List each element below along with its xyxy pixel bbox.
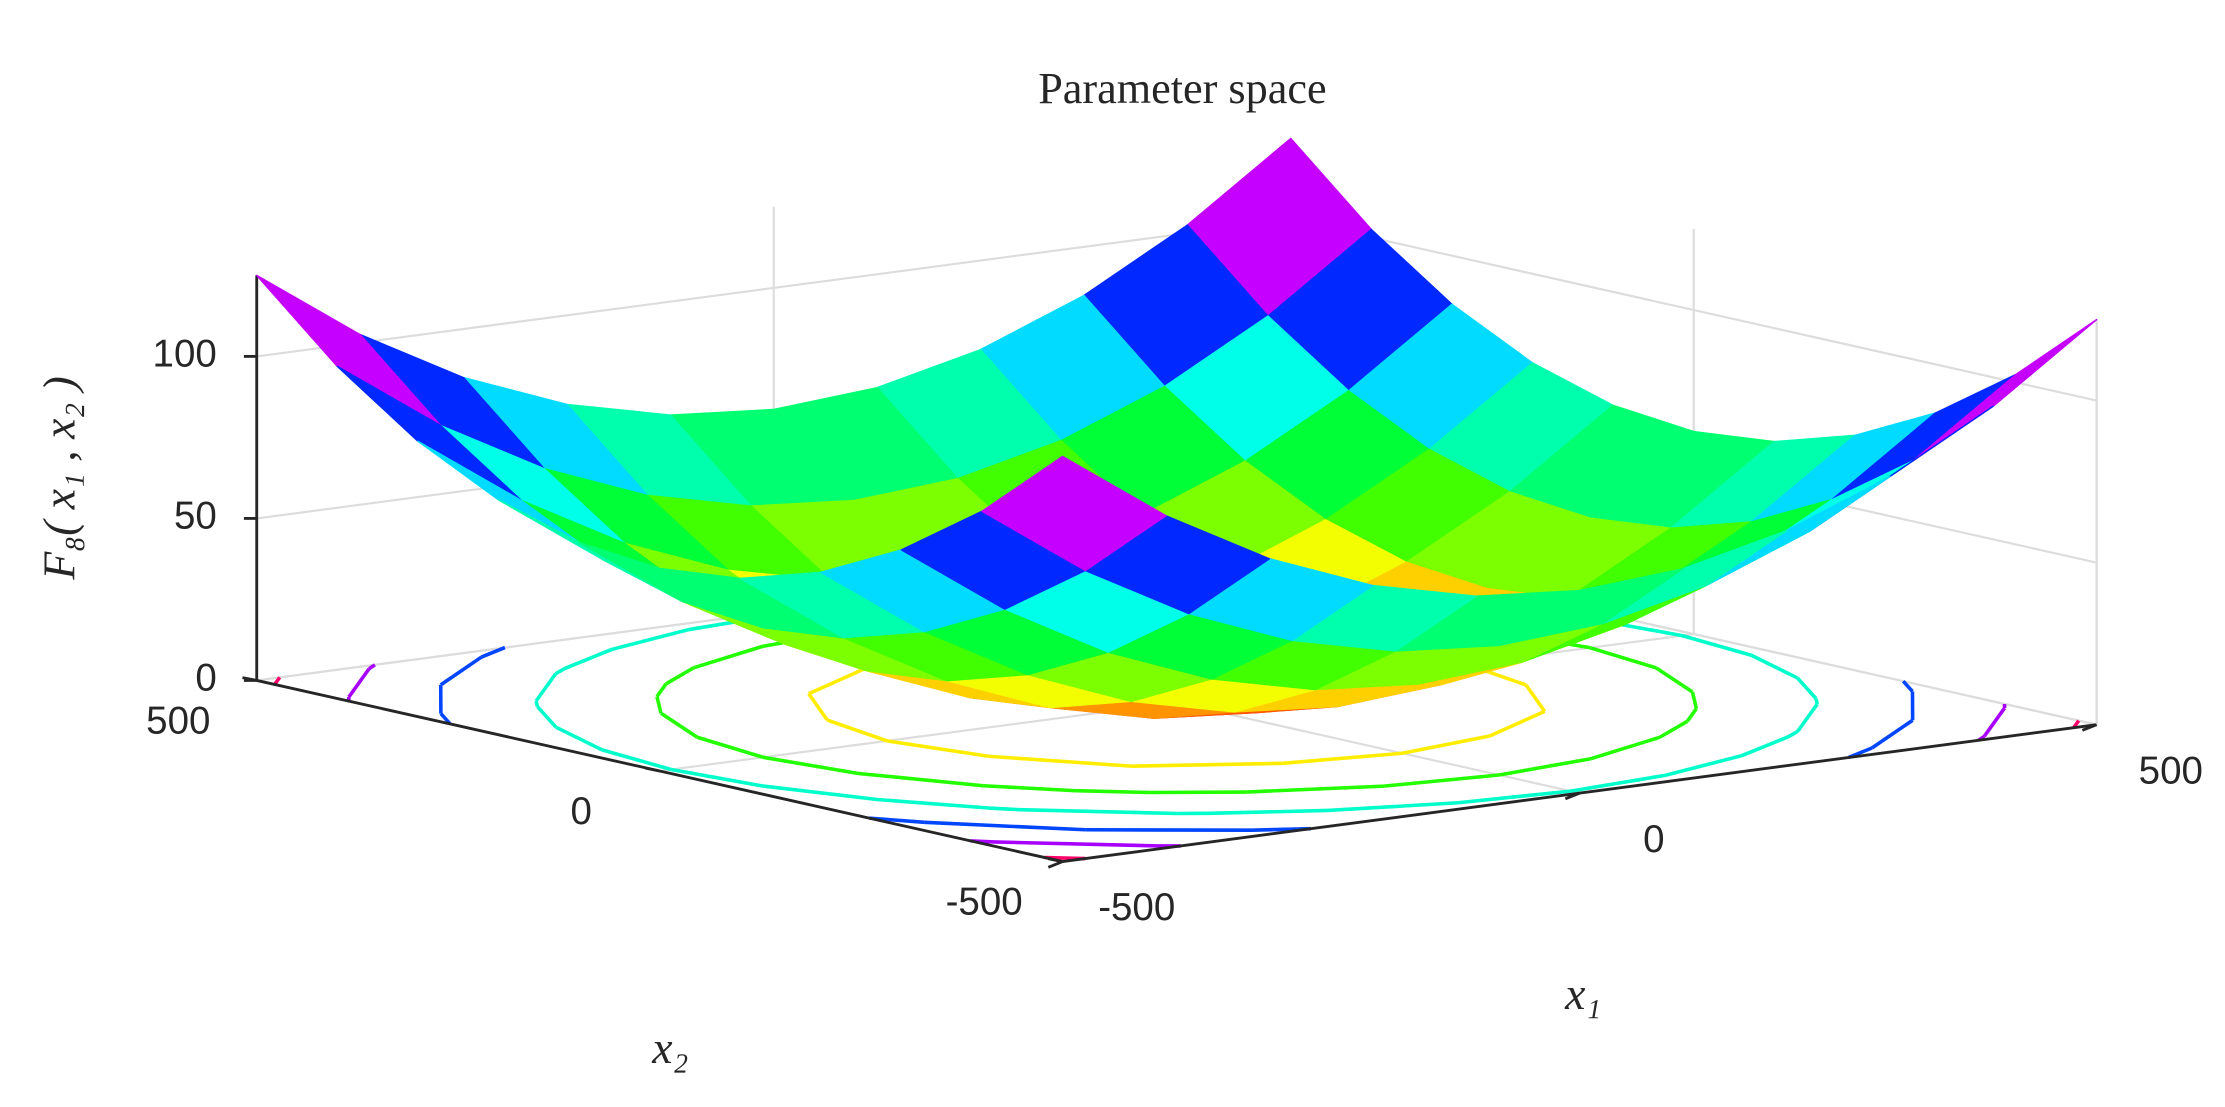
contour-segment [665, 666, 695, 686]
contour-segment [1787, 729, 1799, 739]
z-tick-label: 100 [153, 333, 217, 376]
contour-segment [1383, 773, 1500, 788]
contour-segment [1524, 684, 1547, 713]
contour-segment [1570, 773, 1666, 793]
contour-segment [1664, 753, 1743, 778]
contour-segment [601, 748, 672, 772]
contour-segment [1401, 734, 1490, 756]
contour-segment [826, 718, 888, 743]
contour-segment [480, 645, 506, 659]
y-tick [1048, 857, 1063, 863]
x-axis-label: x₁ [1564, 968, 1601, 1019]
contour-segment [1982, 707, 2007, 738]
contour-segment [1246, 784, 1385, 794]
contour-segment [534, 700, 540, 708]
contour-segment [1131, 761, 1283, 768]
contour-segment [1209, 808, 1329, 816]
contour-segment [1590, 735, 1661, 761]
contour-segment [1019, 807, 1178, 816]
z-tick-label: 50 [174, 495, 217, 538]
surface-patch [1911, 318, 2098, 462]
contour-segment [655, 682, 668, 698]
y-axis-label: x₂ [651, 1022, 688, 1073]
contour-segment [1740, 735, 1790, 758]
contour-segment [1901, 679, 1914, 693]
contour-segment [554, 666, 566, 676]
contour-segment [763, 784, 879, 802]
contour-segment [696, 735, 764, 760]
contour-segment [693, 644, 763, 670]
contour-segment [1870, 718, 1914, 750]
contour-segment [1681, 633, 1752, 657]
contour-segment [1796, 703, 1819, 733]
wall-grid-line [256, 218, 1291, 358]
surface-patch [256, 274, 442, 427]
contour-segment [1750, 653, 1799, 680]
contour-segment [564, 647, 613, 671]
contour-segment [807, 667, 865, 696]
contour-segment [1690, 691, 1699, 709]
contour-segment [1814, 698, 1820, 705]
y-tick-label: 500 [146, 699, 210, 742]
contour-segment [1658, 719, 1689, 739]
contour-segment [1327, 801, 1459, 813]
contour-segment [878, 797, 989, 810]
contour-segment [1075, 788, 1150, 795]
y-tick-label: -500 [946, 881, 1023, 924]
contour-segment [670, 767, 764, 788]
z-axis-label: F₈( x₁ , x₂ ) [34, 376, 85, 580]
contour-segment [1796, 676, 1818, 700]
contour-segment [659, 711, 699, 739]
contour-segment [1282, 751, 1403, 766]
contour-segment [368, 663, 376, 671]
contour-segment [655, 696, 663, 714]
contour-segment [1498, 756, 1592, 777]
contour-segment [611, 627, 689, 652]
x-tick-label: 500 [2139, 749, 2203, 792]
contour-segment [1685, 707, 1698, 723]
contour-segment [1458, 789, 1571, 805]
contour-segment [1488, 709, 1546, 738]
x-tick [1564, 791, 1581, 801]
contour-segment [924, 820, 1086, 832]
contour-segment [762, 755, 859, 776]
contour-segment [439, 655, 483, 687]
contour-segment [988, 806, 1020, 812]
wall-grid-line [1290, 218, 2097, 402]
contour-segment [993, 840, 1158, 848]
contour-segment [534, 672, 558, 703]
surface-patch [981, 455, 1167, 572]
contour-segment [807, 692, 829, 722]
contour-segment [1589, 646, 1657, 670]
contour-segment [536, 705, 558, 729]
contour-segment [1655, 666, 1694, 694]
chart-title: Parameter space [1038, 64, 1326, 113]
contour-segment [983, 783, 1077, 793]
y-tick [645, 766, 660, 773]
contour-segment [858, 771, 984, 788]
contour-segment [347, 667, 371, 699]
z-tick-label: 0 [195, 657, 216, 700]
contour-segment [555, 725, 603, 752]
x-tick-label: 0 [1643, 818, 1664, 861]
contour-segment [886, 739, 989, 759]
contour-segment [988, 754, 1132, 768]
x-tick [2081, 723, 2098, 732]
x-tick-label: -500 [1098, 886, 1175, 929]
y-tick-label: 0 [570, 790, 591, 833]
